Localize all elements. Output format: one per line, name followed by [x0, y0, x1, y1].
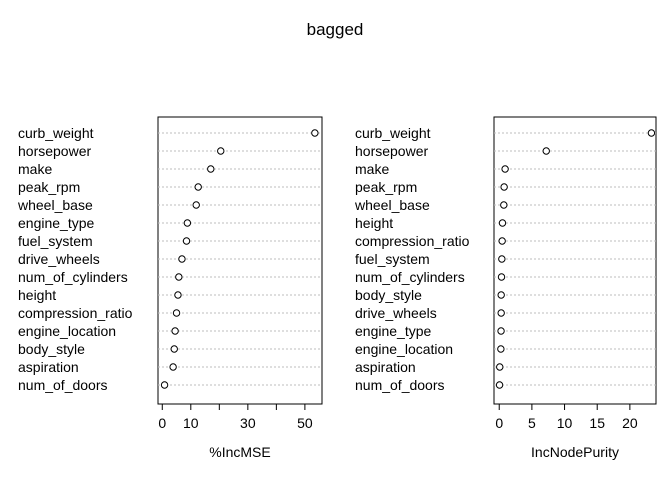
- category-label: drive_wheels: [355, 305, 437, 321]
- category-label: peak_rpm: [355, 179, 417, 195]
- x-tick-label: 10: [183, 415, 199, 431]
- data-point: [500, 201, 508, 209]
- category-label: curb_weight: [18, 125, 94, 141]
- x-tick-label: 50: [297, 415, 313, 431]
- data-point: [498, 255, 506, 263]
- category-label: fuel_system: [355, 251, 430, 267]
- plot-frame: [493, 116, 657, 405]
- data-point: [311, 129, 319, 137]
- panel-2: curb_weight horsepower make peak_rpm wheel_b…: [354, 116, 657, 460]
- data-point: [160, 381, 169, 389]
- data-point: [542, 147, 550, 155]
- category-label: num_of_cylinders: [18, 269, 128, 285]
- category-label: make: [355, 161, 389, 177]
- data-point: [498, 219, 507, 227]
- chart-title: bagged: [307, 20, 364, 39]
- plot-frame: [157, 116, 323, 405]
- data-point: [178, 255, 186, 263]
- category-label: compression_ratio: [18, 305, 133, 321]
- data-point: [172, 309, 181, 317]
- data-point: [497, 345, 505, 353]
- category-label: compression_ratio: [355, 233, 470, 249]
- panel-1: curb_weight horsepower make peak_rpm wheel_b…: [17, 116, 323, 460]
- category-label: curb_weight: [355, 125, 431, 141]
- category-label: num_of_doors: [355, 377, 445, 393]
- category-label: engine_location: [18, 323, 116, 339]
- category-label: num_of_cylinders: [355, 269, 465, 285]
- x-axis-label: %IncMSE: [209, 444, 270, 460]
- category-label: engine_type: [355, 323, 432, 339]
- data-point: [182, 237, 191, 245]
- data-point: [169, 363, 177, 371]
- data-point: [207, 165, 215, 173]
- data-point: [647, 129, 656, 137]
- category-label: num_of_doors: [18, 377, 108, 393]
- category-label: wheel_base: [354, 197, 430, 213]
- category-label: height: [18, 287, 56, 303]
- data-point: [171, 327, 179, 335]
- category-label: wheel_base: [17, 197, 93, 213]
- data-point: [495, 381, 504, 389]
- data-point: [500, 183, 508, 191]
- data-point: [194, 183, 202, 191]
- category-label: make: [18, 161, 52, 177]
- x-tick-label: 30: [240, 415, 256, 431]
- data-point: [501, 165, 509, 173]
- category-label: body_style: [18, 341, 85, 357]
- x-tick-label: 10: [557, 415, 573, 431]
- data-point: [174, 291, 182, 299]
- x-tick-label: 20: [622, 415, 638, 431]
- x-tick-label: 0: [158, 415, 166, 431]
- category-label: aspiration: [355, 359, 416, 375]
- category-label: peak_rpm: [18, 179, 80, 195]
- data-point: [498, 237, 506, 245]
- category-label: body_style: [355, 287, 422, 303]
- x-tick-label: 15: [589, 415, 605, 431]
- data-point: [497, 309, 505, 317]
- data-point: [175, 273, 183, 281]
- category-label: engine_type: [18, 215, 95, 231]
- data-point: [217, 147, 225, 155]
- data-point: [496, 363, 504, 371]
- data-point: [192, 201, 200, 209]
- category-label: fuel_system: [18, 233, 93, 249]
- data-point: [497, 273, 506, 281]
- category-label: aspiration: [18, 359, 79, 375]
- x-axis-label: IncNodePurity: [531, 444, 619, 460]
- x-tick-label: 0: [495, 415, 503, 431]
- data-point: [497, 327, 505, 335]
- data-point: [497, 291, 505, 299]
- category-label: engine_location: [355, 341, 453, 357]
- x-tick-label: 5: [528, 415, 536, 431]
- category-label: horsepower: [355, 143, 428, 159]
- data-point: [183, 219, 192, 227]
- data-point: [170, 345, 178, 353]
- category-label: horsepower: [18, 143, 91, 159]
- category-label: drive_wheels: [18, 251, 100, 267]
- category-label: height: [355, 215, 393, 231]
